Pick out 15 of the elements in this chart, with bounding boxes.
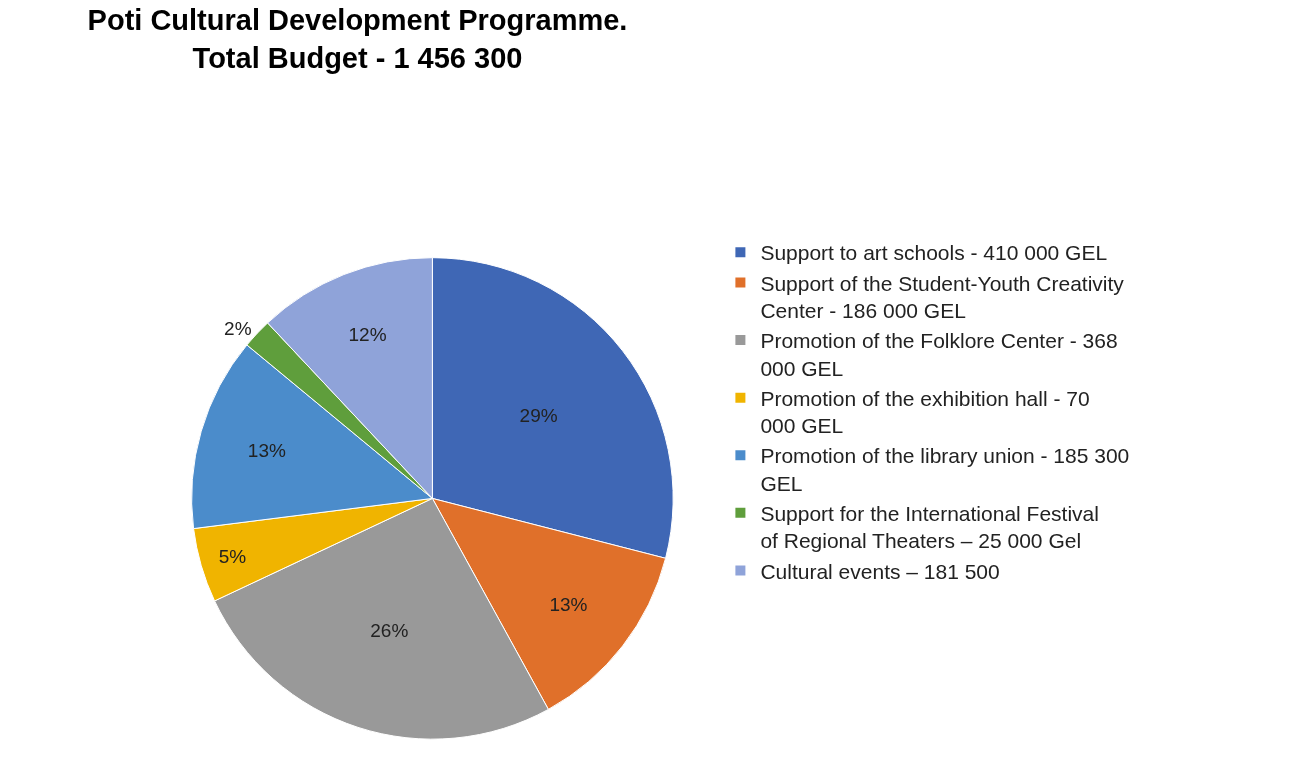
data-label: 29% [519,405,558,427]
data-label: 2% [224,318,252,340]
data-label: 26% [370,620,409,642]
data-label: 12% [348,324,387,346]
data-label: 13% [247,439,286,461]
legend-label: Promotion of the exhibition hall - 70 000 GEL [760,386,1090,438]
chart-title: Poti Cultural Development Programme. Total Budget - 1 456 300 [87,4,628,75]
legend-label: Cultural events – 181 500 [760,559,1000,583]
legend-label: Support of the Student-Youth Creativity Center - 186 000 GEL [760,271,1125,322]
data-label: 5% [218,545,247,567]
legend-label: Support to art schools - 410 000 GEL [760,241,1108,265]
legend-label: Promotion of the library union - 185 300 GEL [760,444,1130,495]
data-label: 13% [549,593,588,615]
legend-label: Promotion of the Folklore Center - 368 000 GEL [760,329,1118,380]
legend-label: Support for the International Festival of Regional Theaters – 25 000 Gel [760,502,1099,553]
